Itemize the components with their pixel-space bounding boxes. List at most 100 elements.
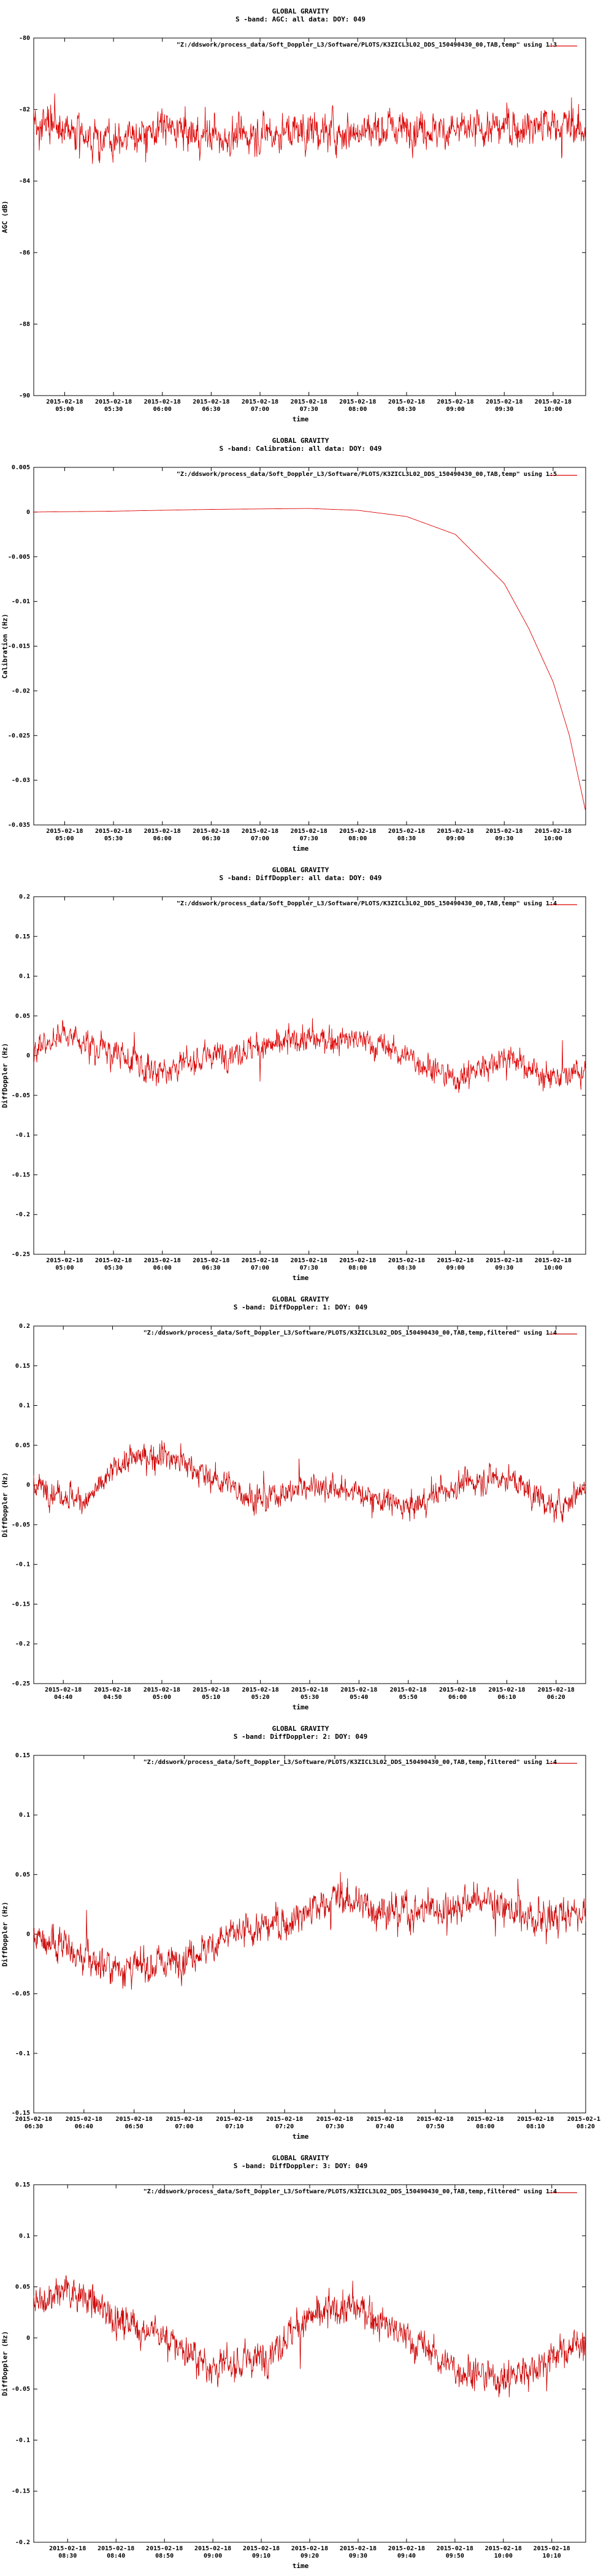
x-tick-label-date: 2015-02-18 xyxy=(388,828,425,835)
y-tick-label: -0.035 xyxy=(8,822,30,829)
x-tick-label-time: 06:30 xyxy=(202,406,220,413)
x-tick-label-date: 2015-02-18 xyxy=(339,399,376,405)
x-tick-label-time: 10:00 xyxy=(494,2553,513,2559)
x-tick-label-date: 2015-02-18 xyxy=(98,2545,134,2552)
y-tick-label: -0.025 xyxy=(8,732,30,739)
y-axis-label: DiffDoppler (Hz) xyxy=(1,1472,9,1537)
x-tick-label-time: 08:30 xyxy=(397,1265,416,1271)
plot-frame xyxy=(33,896,586,1255)
x-tick-label-time: 06:00 xyxy=(153,1265,172,1271)
x-tick-label-date: 2015-02-18 xyxy=(242,1687,279,1693)
y-tick-label: 0.05 xyxy=(15,1871,30,1878)
x-tick-label-time: 05:30 xyxy=(300,1694,319,1701)
y-tick-label: -0.01 xyxy=(12,599,30,605)
x-tick-label-time: 08:30 xyxy=(397,406,416,413)
x-axis-label: time xyxy=(292,1703,309,1711)
x-tick-label-date: 2015-02-18 xyxy=(194,2545,231,2552)
x-tick-label-time: 08:50 xyxy=(155,2553,174,2559)
x-tick-label-time: 07:30 xyxy=(300,835,318,842)
y-tick-label: -0.15 xyxy=(12,2488,30,2495)
x-tick-label-time: 09:30 xyxy=(495,406,513,413)
y-tick-label: -0.02 xyxy=(12,688,30,694)
y-tick-label: 0.05 xyxy=(15,2284,30,2291)
chart-panel: GLOBAL GRAVITY S -band: Calibration: all … xyxy=(0,429,601,859)
x-tick-label-date: 2015-02-18 xyxy=(367,2116,404,2123)
x-tick-label-time: 07:00 xyxy=(251,1265,269,1271)
chart-title: GLOBAL GRAVITY xyxy=(272,7,329,15)
y-tick-label: -84 xyxy=(19,178,30,185)
x-tick-label-time: 05:00 xyxy=(55,406,74,413)
x-tick-label-date: 2015-02-18 xyxy=(535,1257,572,1264)
x-tick-label-date: 2015-02-18 xyxy=(243,2545,280,2552)
x-tick-label-time: 06:10 xyxy=(497,1694,516,1701)
x-tick-label-date: 2015-02-18 xyxy=(46,828,83,835)
chart-plot-area: 0.150.10.050-0.05-0.1-0.152015-02-1806:3… xyxy=(12,1752,601,2130)
chart-subtitle: S -band: DiffDoppler: all data: DOY: 049 xyxy=(219,874,382,882)
x-tick-label-time: 09:00 xyxy=(446,1265,465,1271)
y-tick-label: -80 xyxy=(19,35,30,42)
x-tick-label-date: 2015-02-18 xyxy=(146,2545,183,2552)
x-tick-label-time: 10:00 xyxy=(544,1265,562,1271)
x-tick-label-date: 2015-02-18 xyxy=(388,1257,425,1264)
x-tick-label-time: 07:40 xyxy=(376,2123,394,2130)
x-tick-label-time: 06:40 xyxy=(75,2123,93,2130)
x-tick-label-time: 05:20 xyxy=(251,1694,270,1701)
y-tick-label: 0.15 xyxy=(15,1363,30,1370)
x-tick-label-date: 2015-02-18 xyxy=(94,1687,131,1693)
y-tick-label: -0.05 xyxy=(12,1522,30,1528)
y-tick-label: -86 xyxy=(19,250,30,256)
x-tick-label-date: 2015-02-18 xyxy=(144,399,181,405)
series-line xyxy=(33,1018,586,1093)
x-tick-label-time: 09:00 xyxy=(446,835,465,842)
x-tick-label-time: 06:30 xyxy=(25,2123,43,2130)
x-tick-label-date: 2015-02-18 xyxy=(144,828,181,835)
chart-panel: GLOBAL GRAVITY S -band: DiffDoppler: 1: D… xyxy=(0,1288,601,1717)
x-tick-label-date: 2015-02-18 xyxy=(486,399,523,405)
x-tick-label-time: 04:40 xyxy=(54,1694,72,1701)
x-tick-label-date: 2015-02-18 xyxy=(266,2116,303,2123)
chart-subtitle: S -band: AGC: all data: DOY: 049 xyxy=(235,15,366,23)
x-tick-label-time: 09:00 xyxy=(204,2553,222,2559)
x-tick-label-date: 2015-02-18 xyxy=(340,1687,377,1693)
y-tick-label: -0.15 xyxy=(12,1601,30,1608)
x-tick-label-date: 2015-02-18 xyxy=(439,1687,476,1693)
series-line xyxy=(33,1440,586,1523)
x-tick-label-time: 07:00 xyxy=(251,406,269,413)
y-tick-label: -0.15 xyxy=(12,1171,30,1178)
x-tick-label-time: 06:30 xyxy=(202,835,220,842)
x-tick-label-date: 2015-02-18 xyxy=(95,828,132,835)
y-tick-label: -0.05 xyxy=(12,1991,30,1998)
chart-panel: GLOBAL GRAVITY S -band: DiffDoppler: 2: D… xyxy=(0,1717,601,2147)
x-tick-label-time: 06:30 xyxy=(202,1265,220,1271)
x-tick-label-time: 08:00 xyxy=(348,406,367,413)
chart-panel: GLOBAL GRAVITY S -band: DiffDoppler: all … xyxy=(0,859,601,1288)
y-tick-label: 0.05 xyxy=(15,1442,30,1449)
x-axis-label: time xyxy=(292,2133,309,2141)
x-tick-label-time: 09:40 xyxy=(397,2553,416,2559)
x-tick-label-time: 09:10 xyxy=(252,2553,270,2559)
x-tick-label-time: 08:30 xyxy=(58,2553,77,2559)
x-tick-label-time: 05:10 xyxy=(202,1694,220,1701)
x-tick-label-time: 08:00 xyxy=(348,835,367,842)
x-tick-label-time: 07:50 xyxy=(426,2123,444,2130)
x-tick-label-date: 2015-02-18 xyxy=(46,1257,83,1264)
y-tick-label: 0.15 xyxy=(15,1752,30,1759)
x-tick-label-time: 05:50 xyxy=(399,1694,418,1701)
x-tick-label-time: 07:20 xyxy=(275,2123,294,2130)
y-tick-label: -0.1 xyxy=(15,1132,30,1139)
x-tick-label-date: 2015-02-18 xyxy=(291,2545,328,2552)
x-tick-label-date: 2015-02-18 xyxy=(193,1687,229,1693)
chart-plot-area: 0.2 0.15 0.1 0.05 0 -0.05 -0.1 -0.15 -0.2 -0.25 20… xyxy=(12,894,586,1271)
x-tick-label-date: 2015-02-18 xyxy=(567,2116,601,2123)
x-tick-label-date: 2015-02-18 xyxy=(291,399,327,405)
chart-title: GLOBAL GRAVITY xyxy=(272,1725,329,1733)
x-tick-label-date: 2015-02-18 xyxy=(486,1257,523,1264)
y-tick-label: -90 xyxy=(19,393,30,399)
chart-plot-area: 0.15 0.1 0.05 0 -0.05 -0.1 -0.15 -0.2 2015-02-18… xyxy=(12,2182,586,2559)
x-tick-label-time: 09:30 xyxy=(495,1265,513,1271)
x-tick-label-date: 2015-02-18 xyxy=(534,2545,570,2552)
x-tick-label-date: 2015-02-18 xyxy=(437,828,474,835)
x-tick-label-time: 08:10 xyxy=(526,2123,545,2130)
x-tick-label-date: 2015-02-18 xyxy=(437,2545,473,2552)
x-tick-label-time: 06:00 xyxy=(448,1694,467,1701)
